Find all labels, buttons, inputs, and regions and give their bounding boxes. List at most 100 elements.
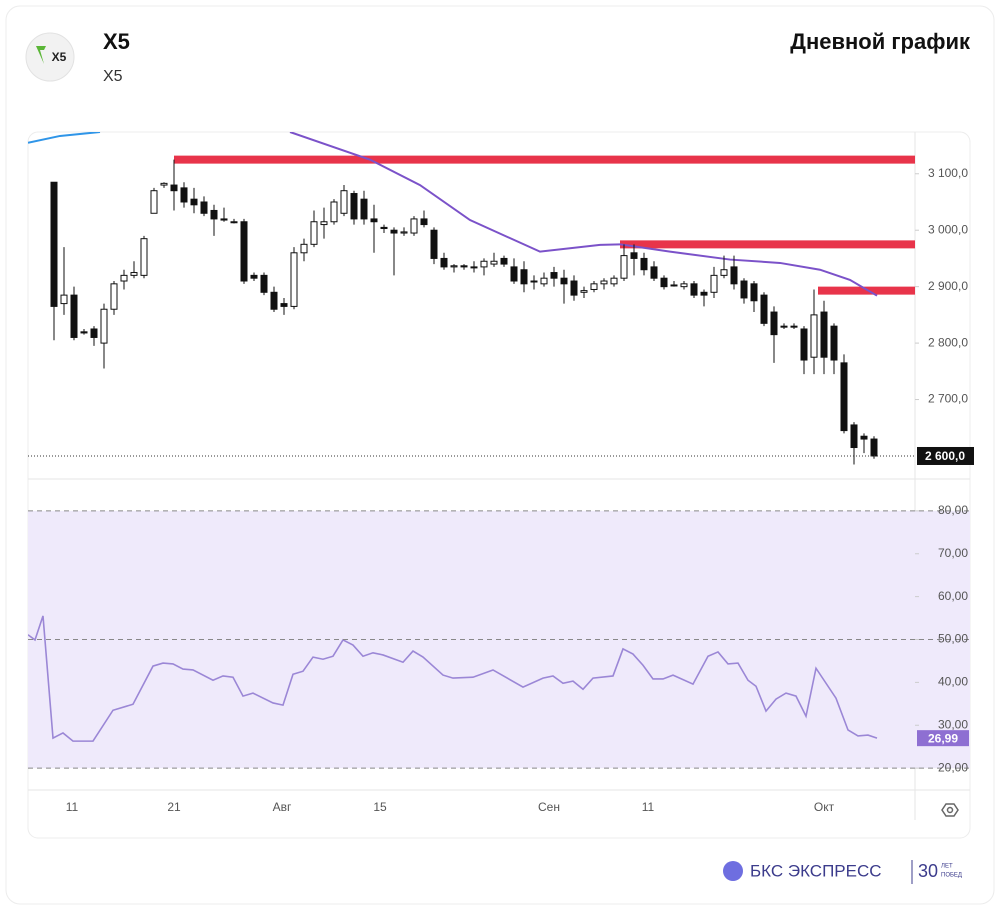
candle-body: [220, 218, 228, 221]
candle-body: [780, 325, 788, 328]
candle-body: [130, 272, 138, 276]
candle-body: [430, 229, 438, 259]
candle-body: [260, 274, 268, 293]
candle-body: [200, 201, 208, 214]
anniversary-line: ПОБЕД: [941, 873, 962, 879]
x-tick-label: Окт: [814, 800, 835, 814]
candle-body: [680, 283, 688, 288]
y-tick-label: 40,00: [938, 675, 968, 689]
x-tick-label: 21: [167, 800, 181, 814]
moving-average: [289, 132, 878, 297]
candle-body: [730, 266, 738, 285]
candle-body: [540, 277, 548, 285]
candle-body: [490, 260, 498, 265]
y-tick-label: 2 900,0: [928, 279, 968, 293]
candle-body: [360, 198, 368, 220]
candle-body: [770, 311, 778, 336]
candle-body: [180, 187, 188, 203]
candle-body: [330, 201, 338, 223]
candle-body: [520, 269, 528, 285]
candle-body: [410, 218, 418, 234]
price-pane: [28, 132, 915, 465]
candle-body: [740, 280, 748, 299]
candle-body: [190, 198, 198, 206]
current-price-box: [917, 446, 974, 465]
chart-frame: [27, 131, 971, 839]
ticker-subtitle: X5: [103, 68, 123, 85]
candle-body: [230, 221, 238, 224]
candle-body: [460, 265, 468, 268]
moving-average: [28, 132, 101, 144]
candle-body: [160, 182, 168, 186]
candle-body: [630, 252, 638, 259]
candle-body: [110, 283, 118, 310]
candle-body: [590, 283, 598, 290]
candle-body: [210, 209, 218, 220]
x-tick-label: Сен: [538, 800, 560, 814]
logo-mark: [36, 46, 46, 64]
candle-body: [820, 311, 828, 358]
candle-body: [450, 265, 458, 268]
current-price-label: 2 600,0: [925, 449, 965, 463]
candle-body: [690, 283, 698, 296]
y-tick-label: 80,00: [938, 503, 968, 517]
y-tick-label: 3 100,0: [928, 166, 968, 180]
x-tick-label: 15: [373, 800, 387, 814]
settings-icon[interactable]: [941, 803, 959, 817]
y-tick-label: 3 000,0: [928, 222, 968, 236]
candle-body: [570, 280, 578, 296]
candle-body: [560, 277, 568, 285]
candle-body: [150, 190, 158, 214]
candle-body: [580, 290, 588, 293]
rsi-pane: [28, 615, 878, 742]
candle-body: [810, 314, 818, 358]
x-tick-label: 11: [642, 800, 655, 814]
candle-body: [350, 193, 358, 220]
card: [5, 5, 995, 905]
chart-kind: Дневной график: [790, 29, 971, 54]
candle-body: [60, 294, 68, 305]
candle-body: [660, 277, 668, 288]
y-tick-label: 70,00: [938, 546, 968, 560]
candle-body: [440, 257, 448, 268]
candle-body: [420, 218, 428, 226]
candle-body: [760, 294, 768, 324]
candle-body: [790, 325, 798, 328]
candle-body: [470, 266, 478, 269]
candle-body: [700, 291, 708, 296]
candle-body: [550, 272, 558, 279]
brand: БКС ЭКСПРЕСС: [750, 861, 882, 880]
candle-body: [170, 184, 178, 192]
y-tick-label: 50,00: [938, 632, 968, 646]
candle-body: [640, 257, 648, 271]
candle-body: [290, 252, 298, 307]
candle-body: [140, 238, 148, 276]
rsi-current-label: 26,99: [928, 731, 958, 745]
candle-body: [340, 190, 348, 214]
candle-body: [50, 181, 58, 307]
candle-body: [600, 280, 608, 285]
candle-body: [70, 294, 78, 338]
candle-body: [610, 277, 618, 285]
candle-body: [100, 308, 108, 344]
candle-body: [870, 438, 878, 457]
x-tick-label: Авг: [273, 800, 292, 814]
y-tick-label: 30,00: [938, 717, 968, 731]
candle-body: [280, 303, 288, 307]
candle-body: [850, 424, 858, 449]
rsi-line: [28, 615, 878, 742]
candle-body: [400, 231, 408, 234]
y-tick-label: 20,00: [938, 760, 968, 774]
candle-body: [310, 221, 318, 245]
candle-body: [530, 280, 538, 283]
rsi-current-box: [917, 730, 969, 747]
candle-body: [270, 291, 278, 310]
candle-body: [720, 269, 728, 276]
anniversary-line: ЛЕТ: [941, 864, 953, 870]
brand-icon: [723, 861, 743, 881]
candle-body: [650, 266, 658, 279]
candle-body: [320, 221, 328, 226]
y-tick-label: 2 800,0: [928, 335, 968, 349]
candle-body: [510, 266, 518, 282]
